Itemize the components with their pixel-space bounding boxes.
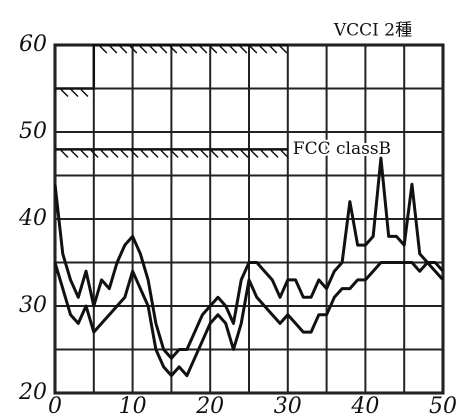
hatch (189, 45, 198, 54)
hatch (260, 149, 269, 158)
hatch (170, 149, 179, 158)
hatch (230, 149, 239, 158)
hatch (109, 45, 118, 54)
hatch (179, 45, 188, 54)
hatch (270, 149, 279, 158)
x-tick-label: 40 (350, 394, 379, 414)
limit-label: VCCI 2種 (333, 21, 412, 41)
data-line (53, 156, 445, 360)
hatch (130, 149, 139, 158)
hatch (150, 149, 159, 158)
y-tick-label: 40 (18, 206, 47, 231)
hatch (70, 88, 79, 98)
hatch (250, 149, 259, 158)
hatch (139, 45, 148, 54)
hatch (90, 149, 99, 158)
x-tick-label: 30 (274, 394, 302, 414)
limit-line (55, 43, 288, 90)
x-tick-label: 50 (429, 394, 457, 414)
hatch (199, 45, 208, 54)
y-tick-label: 30 (19, 293, 47, 318)
hatch (180, 149, 189, 158)
hatch (99, 45, 108, 54)
hatch (160, 149, 169, 158)
data-line (53, 261, 445, 378)
hatch (280, 149, 289, 158)
hatch (249, 45, 258, 54)
hatch (259, 45, 268, 54)
y-tick-label: 50 (19, 119, 47, 144)
hatch (149, 45, 158, 54)
hatch (219, 45, 228, 54)
limit-label: FCC classB (293, 139, 391, 159)
x-tick-label: 10 (119, 394, 147, 414)
hatch (80, 88, 89, 98)
x-tick-label: 20 (195, 394, 224, 414)
hatch (70, 149, 79, 158)
hatch (129, 45, 138, 54)
hatch (200, 149, 209, 158)
hatch (239, 45, 248, 54)
hatch (279, 45, 288, 54)
hatch (269, 45, 278, 54)
hatch (120, 149, 129, 158)
hatch (220, 149, 229, 158)
y-tick-label: 60 (19, 32, 47, 57)
hatch (210, 149, 219, 158)
hatch (80, 149, 89, 158)
hatch (229, 45, 238, 54)
hatch (140, 149, 149, 158)
hatch (119, 45, 128, 54)
hatch (169, 45, 178, 54)
x-tick-label: 0 (48, 394, 62, 414)
hatch (110, 149, 119, 158)
hatch (60, 149, 69, 158)
hatch (240, 149, 249, 158)
y-tick-label: 20 (18, 380, 47, 405)
hatch (60, 88, 69, 98)
hatch (159, 45, 168, 54)
hatch (190, 149, 199, 158)
hatch (100, 149, 109, 158)
hatch (209, 45, 218, 54)
